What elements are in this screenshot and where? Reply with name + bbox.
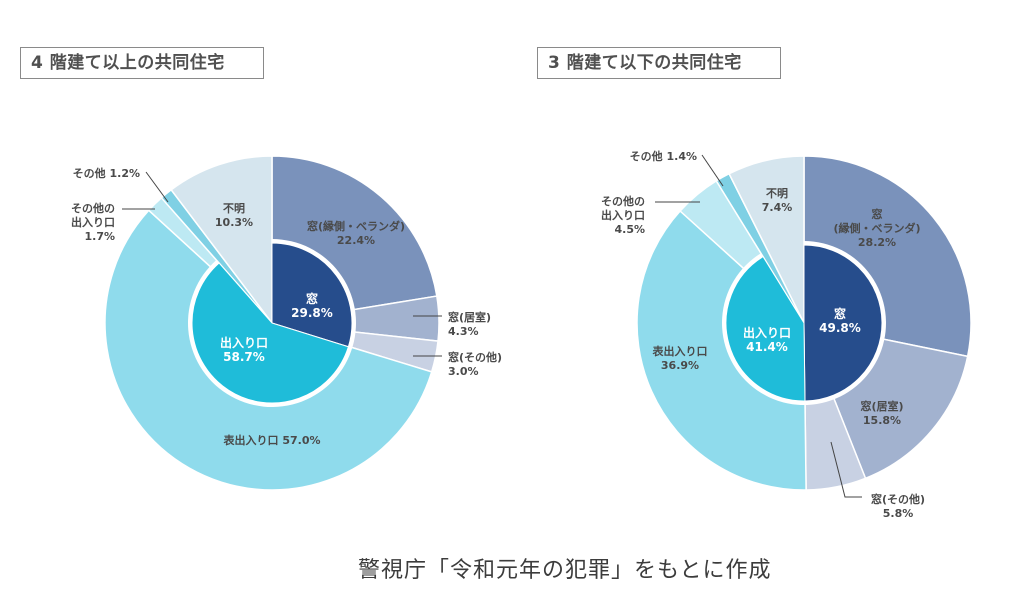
data-label: 22.4% [337,234,375,247]
data-label: 出入り口 [601,208,645,222]
data-label: その他 1.4% [630,149,697,163]
outer-segment [636,209,807,491]
data-label: 窓(居室) [860,399,903,413]
donut-chart-left [104,155,440,491]
inner-segment [271,242,353,348]
data-label: 15.8% [863,414,901,427]
inner-segment [725,255,806,402]
data-label: 出入り口 [220,335,268,350]
data-label: 窓 [872,207,883,221]
data-label: 表出入り口 57.0% [223,433,321,447]
chart-title-left: 4 階建て以上の共同住宅 [20,47,264,79]
leader-line [701,154,724,187]
data-label: 58.7% [223,350,265,364]
data-label: 窓(居室) [448,310,491,324]
data-label: (縁側・ベランダ) [833,221,920,235]
donut-chart-right [636,155,972,491]
data-label: 不明 [766,187,788,200]
data-label: 29.8% [291,306,333,320]
data-label: 1.7% [84,230,115,243]
data-label: 窓 [834,306,846,321]
data-label: 5.8% [883,507,914,520]
data-label: 不明 [223,202,245,215]
data-label: 3.0% [448,365,479,378]
leader-line [145,171,169,203]
data-label: 7.4% [762,201,793,214]
data-label: 4.3% [448,325,479,338]
data-label: 表出入り口 [652,344,708,358]
data-label: 36.9% [661,359,699,372]
data-label: その他の [71,201,115,215]
chart-labels: 窓(縁側・ベランダ)22.4%窓(居室)4.3%窓(その他)3.0%表出入り口 … [71,149,925,520]
inner-segment [191,262,350,404]
data-label: 窓 [306,291,318,306]
data-label: 4.5% [614,223,645,236]
data-label: 49.8% [819,321,861,335]
data-label: 10.3% [215,216,253,229]
data-label: 窓(その他) [448,350,502,364]
leader-line [830,441,862,498]
inner-segment [803,244,883,402]
data-label: 窓(その他) [871,492,925,506]
data-label: 窓(縁側・ベランダ) [307,219,405,233]
data-label: 出入り口 [743,325,791,340]
data-label: 出入り口 [71,215,115,229]
data-label: 41.4% [746,340,788,354]
chart-title-right: 3 階建て以下の共同住宅 [537,47,781,79]
outer-segment [170,155,273,326]
source-caption: 警視庁「令和元年の犯罪」をもとに作成 [358,558,772,583]
data-label: 28.2% [858,236,896,249]
data-label: その他の [601,194,645,208]
outer-segment [728,155,805,324]
data-label: その他 1.2% [73,166,140,180]
